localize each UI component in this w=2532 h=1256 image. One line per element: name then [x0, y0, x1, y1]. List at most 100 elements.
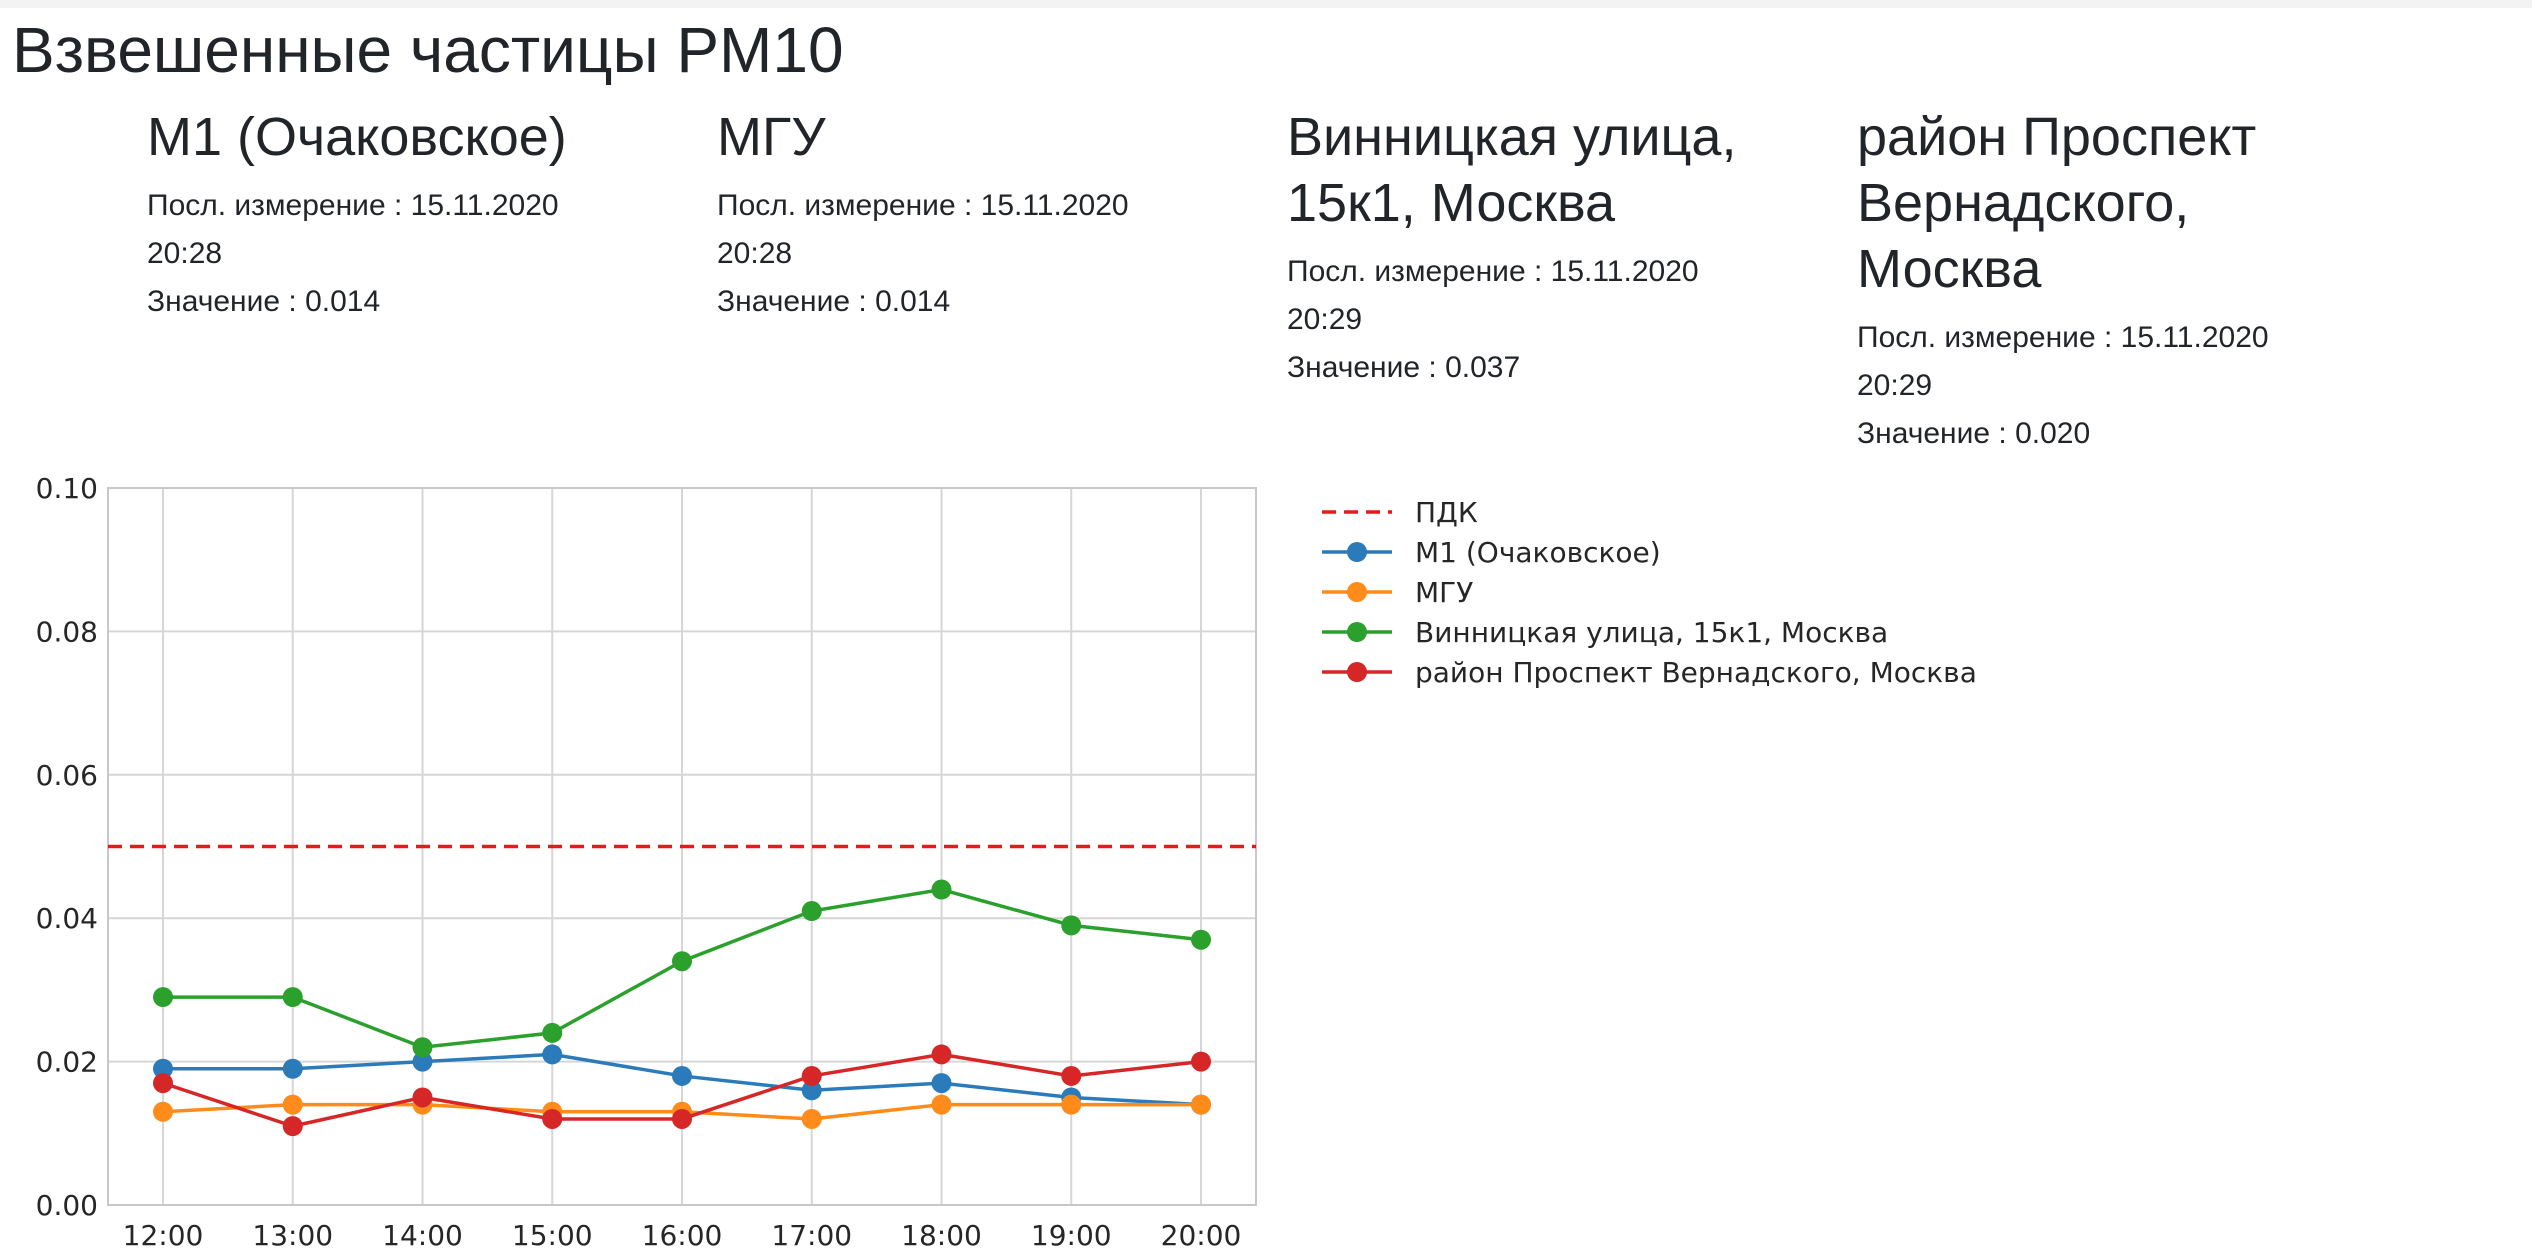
- x-tick-label: 16:00: [642, 1219, 723, 1252]
- last-measurement-label: Посл. измерение :: [147, 189, 403, 222]
- y-tick-label: 0.04: [36, 902, 98, 935]
- y-tick-label: 0.00: [36, 1189, 98, 1222]
- legend-swatch-marker: [1347, 542, 1367, 562]
- data-point: [153, 1058, 173, 1079]
- y-tick-label: 0.10: [36, 472, 98, 505]
- station-card-mgu: МГУ Посл. измерение : 15.11.2020 20:28 З…: [717, 104, 1217, 326]
- x-tick-label: 18:00: [901, 1219, 982, 1252]
- legend-item-pdk: ПДК: [1322, 496, 1478, 529]
- legend-item-0: М1 (Очаковское): [1322, 536, 1661, 569]
- value-number: 0.014: [875, 285, 951, 318]
- station-name: М1 (Очаковское): [147, 107, 567, 167]
- data-point: [931, 1094, 952, 1115]
- legend-label: М1 (Очаковское): [1415, 536, 1661, 569]
- station-name: МГУ: [717, 107, 826, 167]
- last-measurement-time: 20:28: [147, 237, 223, 270]
- data-point: [542, 1022, 563, 1043]
- top-bar: [0, 0, 2532, 8]
- x-tick-label: 12:00: [123, 1219, 204, 1252]
- data-point: [801, 901, 822, 922]
- last-measurement-time: 20:29: [1287, 303, 1363, 336]
- series-2: [153, 879, 1211, 1058]
- data-point: [412, 1051, 433, 1072]
- station-name: район Проспект Вернадского, Москва: [1857, 107, 2257, 299]
- last-measurement-time: 20:28: [717, 237, 793, 270]
- last-measurement-label: Посл. измерение :: [717, 189, 973, 222]
- legend-item-3: район Проспект Вернадского, Москва: [1322, 656, 1977, 689]
- value-label: Значение :: [147, 285, 297, 318]
- data-point: [801, 1065, 822, 1086]
- last-measurement-label: Посл. измерение :: [1857, 321, 2113, 354]
- legend-label: МГУ: [1415, 576, 1473, 609]
- data-point: [542, 1108, 563, 1129]
- last-measurement-date: 15.11.2020: [980, 189, 1129, 222]
- data-point: [282, 1058, 303, 1079]
- last-measurement: Посл. измерение : 15.11.2020: [717, 182, 1217, 230]
- station-name: Винницкая улица, 15к1, Москва: [1287, 107, 1737, 233]
- last-measurement-label: Посл. измерение :: [1287, 255, 1543, 288]
- measurement-value: Значение : 0.014: [717, 278, 1217, 326]
- legend-swatch-marker: [1347, 622, 1367, 642]
- data-point: [1191, 1051, 1211, 1072]
- y-tick-label: 0.02: [36, 1046, 98, 1079]
- series-0: [153, 1044, 1211, 1115]
- data-point: [931, 1073, 952, 1094]
- legend-item-1: МГУ: [1322, 576, 1473, 609]
- value-label: Значение :: [1857, 417, 2007, 450]
- station-meta: Посл. измерение : 15.11.2020 20:28 Значе…: [147, 182, 647, 326]
- measurement-value: Значение : 0.037: [1287, 344, 1787, 392]
- data-point: [412, 1037, 433, 1058]
- station-card-vinnitskaya: Винницкая улица, 15к1, Москва Посл. изме…: [1287, 104, 1787, 392]
- value-number: 0.020: [2015, 417, 2091, 450]
- data-point: [153, 1073, 173, 1094]
- station-meta: Посл. измерение : 15.11.2020 20:29 Значе…: [1857, 314, 2357, 458]
- x-tick-label: 20:00: [1161, 1219, 1242, 1252]
- chart-legend: ПДК М1 (Очаковское) МГУ Винницкая улица, 15…: [1322, 496, 1977, 689]
- measurement-value: Значение : 0.020: [1857, 410, 2357, 458]
- data-point: [672, 1108, 692, 1129]
- data-point: [282, 1094, 303, 1115]
- data-point: [931, 1044, 952, 1065]
- last-measurement-date: 15.11.2020: [1550, 255, 1699, 288]
- last-measurement: Посл. измерение : 15.11.2020: [1287, 248, 1787, 296]
- legend-item-2: Винницкая улица, 15к1, Москва: [1322, 616, 1888, 649]
- data-point: [801, 1108, 822, 1129]
- last-measurement: Посл. измерение : 15.11.2020: [147, 182, 647, 230]
- legend-swatch-marker: [1347, 662, 1367, 682]
- last-measurement-date: 15.11.2020: [410, 189, 559, 222]
- x-tick-label: 19:00: [1031, 1219, 1112, 1252]
- station-meta: Посл. измерение : 15.11.2020 20:29 Значе…: [1287, 248, 1787, 392]
- series-group: [153, 879, 1211, 1137]
- data-point: [672, 1065, 692, 1086]
- data-point: [153, 1101, 173, 1122]
- y-tick-label: 0.06: [36, 759, 98, 792]
- station-card-ochakovskoe: М1 (Очаковское) Посл. измерение : 15.11.…: [147, 104, 647, 326]
- data-point: [282, 1116, 303, 1137]
- legend-label: ПДК: [1415, 496, 1478, 529]
- pm10-line-chart: 0.00 0.02 0.04 0.06 0.08 0.10 12:00 13:00 14:00 1…: [36, 472, 1977, 1252]
- tick-labels: 0.00 0.02 0.04 0.06 0.08 0.10 12:00 13:00 14:00 1…: [36, 472, 1242, 1252]
- series-3: [153, 1044, 1211, 1137]
- data-point: [1061, 915, 1082, 936]
- page-title: Взвешенные частицы PM10: [12, 14, 844, 86]
- last-measurement-date: 15.11.2020: [2120, 321, 2269, 354]
- last-measurement-time: 20:29: [1857, 369, 1933, 402]
- x-tick-label: 17:00: [771, 1219, 852, 1252]
- data-point: [412, 1087, 433, 1108]
- value-label: Значение :: [717, 285, 867, 318]
- legend-label: район Проспект Вернадского, Москва: [1415, 656, 1977, 689]
- data-point: [1191, 1094, 1211, 1115]
- data-point: [282, 987, 303, 1008]
- x-tick-label: 13:00: [252, 1219, 333, 1252]
- x-tick-label: 15:00: [512, 1219, 593, 1252]
- station-card-vernadskogo: район Проспект Вернадского, Москва Посл.…: [1857, 104, 2357, 458]
- data-point: [1061, 1065, 1082, 1086]
- y-tick-label: 0.08: [36, 615, 98, 648]
- value-number: 0.014: [305, 285, 381, 318]
- station-meta: Посл. измерение : 15.11.2020 20:28 Значе…: [717, 182, 1217, 326]
- legend-swatch-marker: [1347, 582, 1367, 602]
- data-point: [1191, 929, 1211, 950]
- value-number: 0.037: [1445, 351, 1521, 384]
- last-measurement: Посл. измерение : 15.11.2020: [1857, 314, 2357, 362]
- measurement-value: Значение : 0.014: [147, 278, 647, 326]
